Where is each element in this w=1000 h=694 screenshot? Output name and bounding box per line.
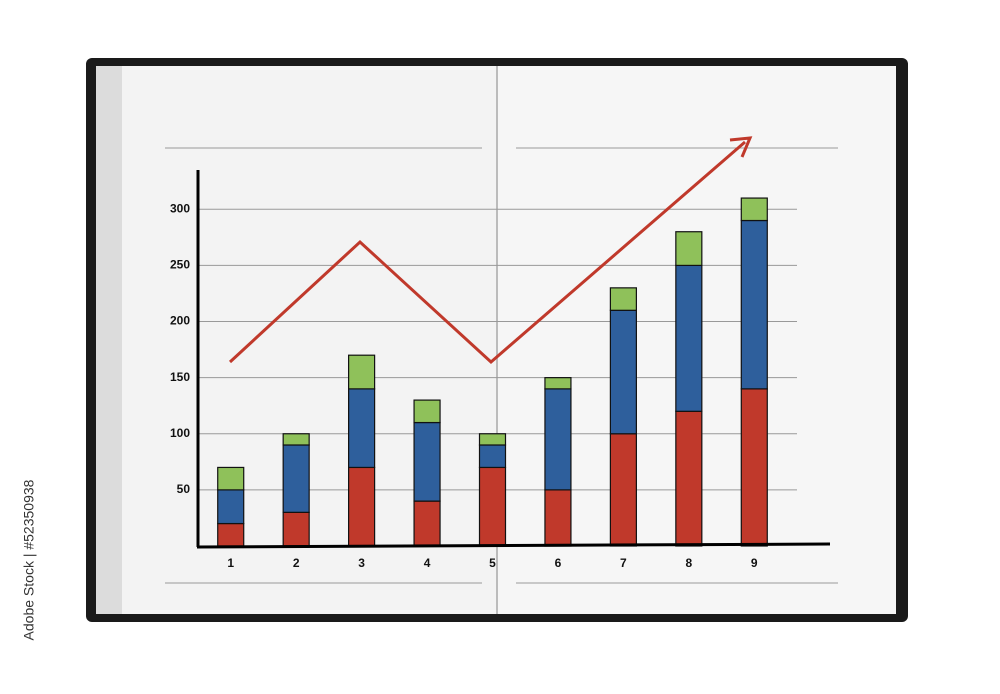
- bar-segment: [282, 511, 310, 547]
- arrow-head: [729, 136, 753, 158]
- bar-segment: [609, 433, 637, 547]
- x-tick-label: 5: [489, 556, 496, 570]
- x-tick-label: 6: [555, 556, 562, 570]
- bar-segment: [609, 287, 637, 311]
- trend-arrow: [228, 140, 746, 365]
- bar-segment: [740, 197, 768, 222]
- bar-segment: [478, 444, 507, 469]
- bar-segment: [217, 466, 245, 491]
- bar-segment: [282, 433, 310, 446]
- bar-segment: [217, 522, 245, 547]
- bar-segment: [282, 444, 310, 513]
- bar-segment: [413, 399, 441, 424]
- x-tick-label: 4: [424, 556, 431, 570]
- x-tick-label: 3: [358, 556, 365, 570]
- y-tick-label: 50: [177, 482, 191, 496]
- x-tick-label: 2: [293, 556, 300, 570]
- y-tick-label: 300: [170, 201, 190, 215]
- bar-segment: [544, 489, 572, 547]
- bar-segment: [740, 388, 768, 547]
- bar-segment: [675, 231, 703, 267]
- bar-segment: [413, 500, 441, 547]
- y-tick-label: 200: [170, 314, 190, 328]
- bar-segment: [413, 421, 441, 502]
- x-tick-label: 7: [620, 556, 627, 570]
- bar-segment: [675, 264, 703, 412]
- bar-segment: [544, 388, 572, 491]
- x-tick-label: 9: [751, 556, 758, 570]
- bar-segment: [348, 388, 376, 469]
- page-edges: [96, 66, 122, 614]
- y-tick-label: 250: [170, 258, 190, 272]
- bar-segment: [740, 219, 768, 390]
- y-tick-label: 150: [170, 370, 190, 384]
- bar-segment: [348, 354, 376, 390]
- y-tick-label: 100: [170, 426, 190, 440]
- x-axis: [196, 542, 831, 549]
- bar-segment: [544, 377, 572, 390]
- bar-segment: [217, 489, 245, 525]
- bar-segment: [478, 466, 507, 547]
- bar-segment: [348, 466, 376, 547]
- watermark: Adobe Stock | #52350938: [21, 479, 37, 640]
- bar-segment: [609, 309, 637, 435]
- bars: [217, 197, 768, 547]
- bar-segment: [478, 433, 507, 446]
- bar-segment: [675, 410, 703, 547]
- x-tick-label: 1: [227, 556, 234, 570]
- x-tick-label: 8: [685, 556, 692, 570]
